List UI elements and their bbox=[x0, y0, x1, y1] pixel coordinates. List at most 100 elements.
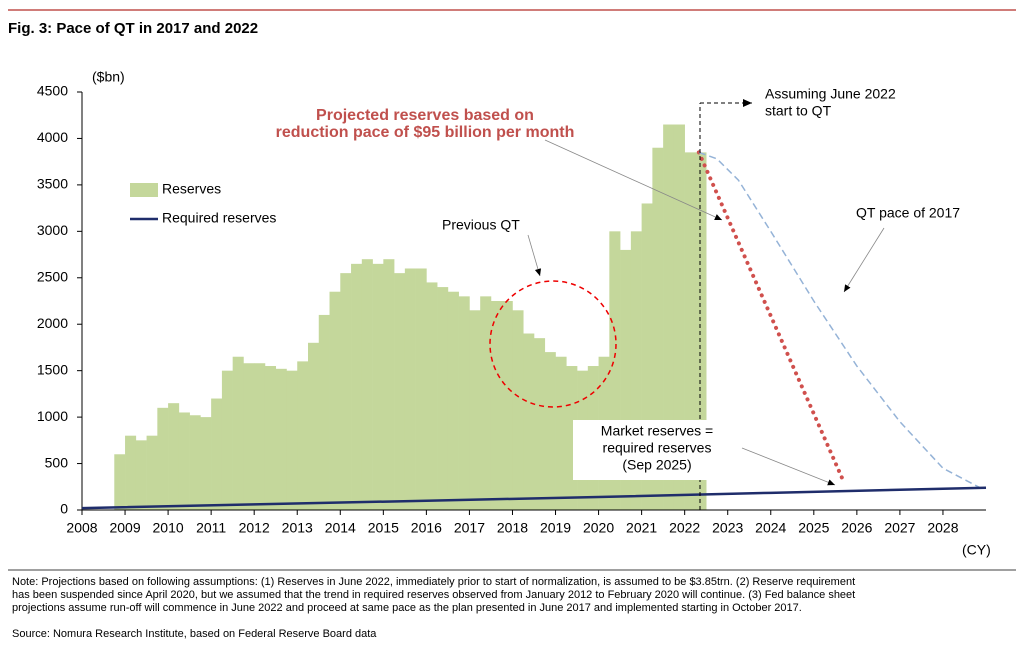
bar bbox=[555, 356, 567, 510]
y-tick-label: 0 bbox=[60, 501, 68, 517]
bar bbox=[168, 403, 180, 510]
bar bbox=[404, 268, 416, 510]
bar bbox=[275, 368, 287, 510]
bar bbox=[308, 342, 320, 510]
y-tick-label: 500 bbox=[45, 454, 69, 470]
y-unit: ($bn) bbox=[92, 69, 125, 85]
bar bbox=[372, 263, 384, 510]
y-tick-label: 2500 bbox=[37, 268, 68, 284]
bar bbox=[383, 259, 395, 510]
note-line: has been suspended since April 2020, but… bbox=[12, 589, 855, 601]
x-tick-label: 2020 bbox=[583, 520, 614, 536]
y-tick-label: 4000 bbox=[37, 129, 68, 145]
assuming-label: Assuming June 2022 bbox=[765, 86, 896, 102]
market-label: required reserves bbox=[603, 440, 712, 456]
bar bbox=[426, 282, 438, 510]
bar bbox=[447, 291, 459, 510]
bar bbox=[178, 412, 190, 510]
bar bbox=[523, 333, 535, 510]
previous-qt-circle bbox=[489, 280, 617, 408]
qt-2017-arrow bbox=[843, 227, 885, 293]
x-tick-label: 2008 bbox=[66, 520, 97, 536]
bar bbox=[620, 249, 632, 510]
y-tick-label: 4500 bbox=[37, 83, 68, 99]
market-arrow bbox=[741, 447, 836, 486]
bar bbox=[318, 314, 330, 510]
projection-line bbox=[696, 150, 845, 482]
bar bbox=[490, 301, 503, 510]
x-tick-label: 2026 bbox=[841, 520, 872, 536]
source: Source: Nomura Research Institute, based… bbox=[12, 628, 377, 640]
qt-2017-label: QT pace of 2017 bbox=[856, 205, 960, 221]
bar bbox=[501, 301, 513, 510]
bar bbox=[114, 454, 126, 510]
bar bbox=[630, 231, 642, 511]
x-tick-label: 2015 bbox=[368, 520, 399, 536]
y-tick-label: 2000 bbox=[37, 315, 68, 331]
note-line: projections assume run-off will commence… bbox=[12, 602, 802, 614]
bar bbox=[189, 415, 201, 510]
bar bbox=[394, 273, 406, 510]
legend-label: Reserves bbox=[162, 181, 221, 197]
bar bbox=[684, 152, 696, 510]
legend-label: Required reserves bbox=[162, 210, 276, 226]
x-tick-label: 2012 bbox=[239, 520, 270, 536]
market-label: Market reserves = bbox=[601, 423, 713, 439]
x-tick-label: 2027 bbox=[884, 520, 915, 536]
x-tick-label: 2022 bbox=[669, 520, 700, 536]
x-tick-label: 2025 bbox=[798, 520, 829, 536]
x-tick-label: 2019 bbox=[540, 520, 571, 536]
bar bbox=[480, 296, 492, 510]
chart-title: Fig. 3: Pace of QT in 2017 and 2022 bbox=[8, 20, 258, 37]
bar bbox=[673, 124, 685, 510]
y-tick-label: 1000 bbox=[37, 408, 68, 424]
bar bbox=[157, 407, 169, 510]
bar bbox=[329, 291, 341, 510]
bar bbox=[695, 152, 707, 510]
bar bbox=[297, 361, 309, 510]
bar bbox=[361, 259, 373, 510]
market-label: (Sep 2025) bbox=[622, 457, 691, 473]
x-tick-label: 2014 bbox=[325, 520, 356, 536]
bar bbox=[512, 310, 524, 510]
previous-qt-label: Previous QT bbox=[442, 217, 520, 233]
bar bbox=[211, 398, 223, 510]
legend-swatch bbox=[130, 183, 158, 197]
x-tick-label: 2028 bbox=[927, 520, 958, 536]
x-tick-label: 2018 bbox=[497, 520, 528, 536]
bar bbox=[534, 338, 546, 510]
projected-label: Projected reserves based on bbox=[316, 107, 534, 124]
bar bbox=[125, 435, 137, 510]
bar bbox=[254, 363, 266, 510]
bar bbox=[652, 147, 664, 510]
market-box bbox=[573, 420, 741, 480]
bar bbox=[200, 417, 212, 510]
line bbox=[81, 486, 987, 510]
bar bbox=[243, 363, 255, 510]
bar bbox=[458, 296, 470, 510]
bar bbox=[609, 231, 621, 511]
bar bbox=[221, 370, 233, 510]
x-tick-label: 2024 bbox=[755, 520, 786, 536]
x-tick-label: 2010 bbox=[153, 520, 184, 536]
bar bbox=[232, 356, 244, 510]
x-tick-label: 2011 bbox=[196, 520, 226, 536]
note-line: Note: Projections based on following ass… bbox=[12, 576, 855, 588]
bar bbox=[286, 370, 298, 510]
projected-arrow bbox=[544, 139, 723, 221]
bar bbox=[544, 352, 556, 510]
bar bbox=[340, 273, 352, 510]
x-tick-label: 2013 bbox=[282, 520, 313, 536]
projected-label: reduction pace of $95 billion per month bbox=[276, 124, 575, 141]
bar bbox=[469, 310, 481, 510]
x-tick-label: 2021 bbox=[626, 520, 657, 536]
x-tick-label: 2009 bbox=[109, 520, 140, 536]
y-tick-label: 1500 bbox=[37, 361, 68, 377]
x-tick-label: 2023 bbox=[712, 520, 743, 536]
y-tick-label: 3500 bbox=[37, 176, 68, 192]
x-tick-label: 2017 bbox=[454, 520, 485, 536]
x-tick-label: 2016 bbox=[411, 520, 442, 536]
bar bbox=[663, 124, 675, 510]
bar bbox=[351, 263, 363, 510]
